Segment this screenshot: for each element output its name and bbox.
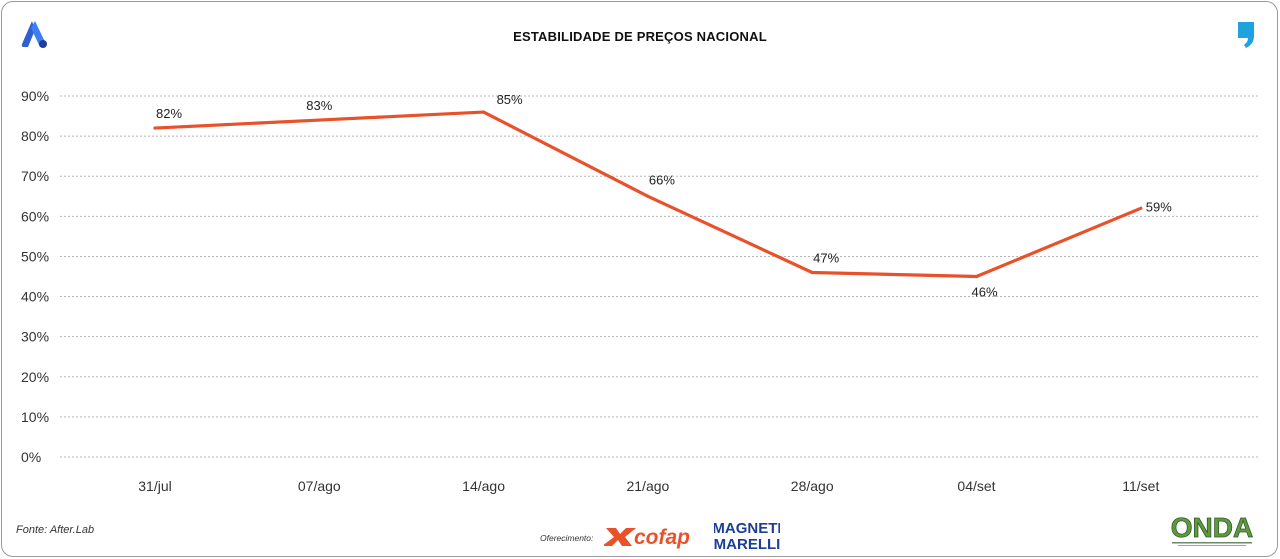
x-tick-label: 11/set [1122, 478, 1159, 494]
data-label: 82% [156, 106, 182, 121]
data-label: 83% [306, 98, 332, 113]
source-note: Fonte: After.Lab [16, 524, 95, 536]
data-label: 47% [813, 250, 839, 265]
x-tick-label: 07/ago [298, 478, 341, 494]
onda-text: ONDA [1171, 512, 1253, 543]
y-tick-label: 60% [21, 208, 49, 224]
y-tick-label: 10% [21, 409, 49, 425]
y-tick-label: 0% [21, 449, 41, 465]
y-tick-label: 90% [21, 88, 49, 104]
chart-title: ESTABILIDADE DE PREÇOS NACIONAL [513, 29, 767, 44]
line-chart: 0% 10% 20% 30% 40% 50% 60% 70% 80% 90% 31/jul 07/ag… [21, 88, 1260, 494]
data-label: 46% [971, 285, 997, 300]
x-tick-label: 14/ago [462, 478, 505, 494]
x-tick-label: 31/jul [138, 478, 171, 494]
y-tick-label: 70% [21, 168, 49, 184]
x-tick-label: 21/ago [626, 478, 669, 494]
data-label: 59% [1146, 199, 1172, 214]
x-tick-label: 04/set [957, 478, 995, 494]
data-point [317, 118, 321, 122]
y-tick-label: 20% [21, 369, 49, 385]
data-point [153, 126, 157, 130]
cofap-logo: cofap [604, 526, 690, 549]
brand-logo-icon [21, 21, 47, 48]
sponsor-label: Oferecimento: [540, 533, 594, 543]
y-tick-label: 30% [21, 329, 49, 345]
magneti-marelli-logo: MAGNETI MARELLI [714, 520, 780, 552]
x-tick-label: 28/ago [791, 478, 834, 494]
data-label: 66% [649, 172, 675, 187]
marelli-text: MARELLI [714, 536, 780, 552]
onda-logo: ONDA [1170, 512, 1254, 546]
y-tick-label: 50% [21, 248, 49, 264]
data-point [482, 110, 486, 114]
magneti-text: MAGNETI [714, 520, 780, 537]
y-tick-label: 80% [21, 128, 49, 144]
y-tick-label: 40% [21, 289, 49, 305]
cofap-text: cofap [634, 526, 690, 549]
quote-logo-icon [1238, 22, 1254, 48]
data-point [975, 275, 978, 278]
data-label: 85% [497, 92, 523, 107]
data-point [810, 270, 814, 274]
data-point [1139, 206, 1143, 210]
data-point [646, 194, 650, 198]
series-line [153, 110, 1143, 279]
